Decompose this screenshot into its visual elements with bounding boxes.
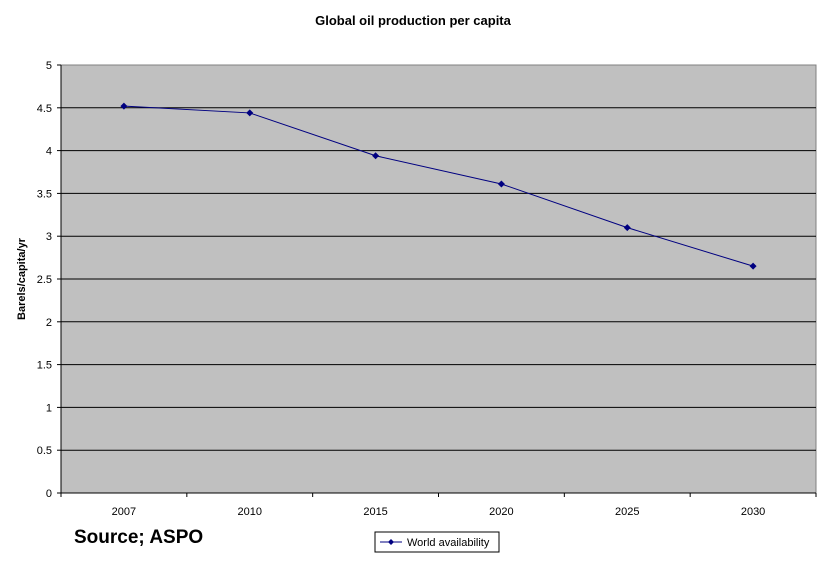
data-point-marker (497, 180, 505, 188)
y-tick-label: 0 (46, 488, 52, 500)
y-tick-label: 3 (46, 231, 52, 243)
legend-box (374, 531, 500, 553)
source-note: Source; ASPO (74, 527, 204, 548)
y-tick-label: 2.5 (37, 274, 52, 286)
y-tick-label: 5 (46, 60, 52, 72)
data-point-marker (246, 109, 254, 117)
data-point-marker (749, 262, 757, 270)
y-tick-label: 0.5 (37, 445, 52, 457)
series-world-availability (120, 102, 757, 270)
data-point-marker (372, 152, 380, 160)
series-line (123, 105, 754, 267)
y-tick-label: 4.5 (37, 103, 52, 115)
gridlines (61, 107, 816, 451)
y-tick-label: 1.5 (37, 360, 52, 372)
legend-marker (388, 539, 394, 545)
x-tick-label: 2015 (363, 506, 387, 518)
chart-title: Global oil production per capita (315, 13, 512, 28)
x-axis-tick-labels: 2007 2010 2015 2020 2025 2030 (112, 506, 766, 518)
data-point-marker (120, 102, 128, 110)
data-point-marker (623, 224, 631, 232)
legend-entry-world-availability: World availability (407, 537, 490, 549)
y-tick-label: 2 (46, 317, 52, 329)
legend: World availability (374, 531, 500, 553)
x-tick-label: 2010 (238, 506, 262, 518)
axes (57, 64, 817, 497)
y-axis-tick-labels: 0 0.5 1 1.5 2 2.5 3 3.5 4 4.5 5 (37, 60, 52, 500)
y-tick-label: 1 (46, 402, 52, 414)
y-axis-label: Barels/capita/yr (16, 237, 28, 320)
y-tick-label: 4 (46, 146, 52, 158)
y-tick-label: 3.5 (37, 188, 52, 200)
x-tick-label: 2007 (112, 506, 136, 518)
x-tick-label: 2030 (741, 506, 765, 518)
x-tick-label: 2025 (615, 506, 639, 518)
x-tick-label: 2020 (489, 506, 513, 518)
